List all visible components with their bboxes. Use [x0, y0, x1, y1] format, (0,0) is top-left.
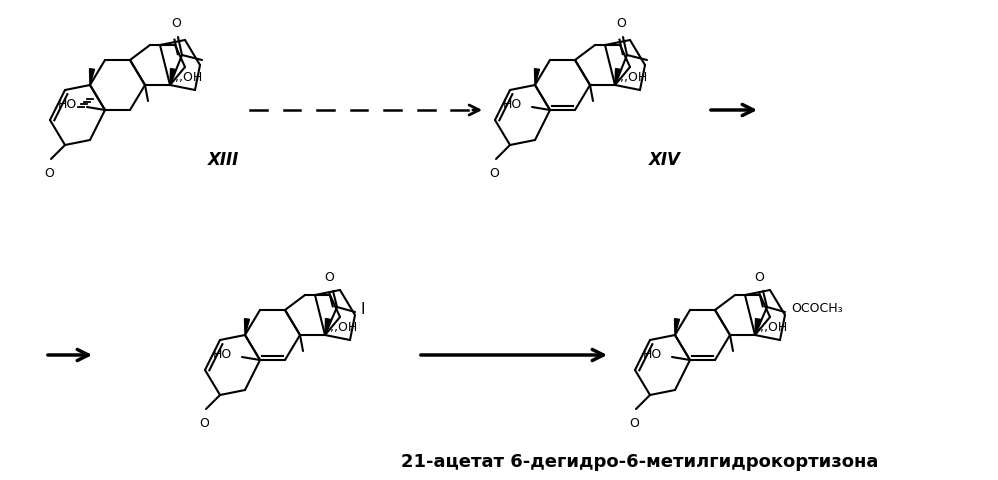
Polygon shape [615, 69, 621, 85]
Text: O: O [324, 271, 334, 284]
Polygon shape [90, 69, 95, 85]
Polygon shape [245, 319, 250, 335]
Polygon shape [535, 69, 540, 85]
Text: HO: HO [213, 348, 232, 361]
Text: ,,OH: ,,OH [620, 71, 648, 84]
Text: O: O [629, 417, 639, 430]
Text: O: O [44, 167, 54, 180]
Text: HO: HO [58, 98, 77, 111]
Text: ,,OH: ,,OH [175, 71, 203, 84]
Polygon shape [170, 69, 176, 85]
Text: ,,OH: ,,OH [330, 321, 357, 334]
Text: ,,OH: ,,OH [760, 321, 787, 334]
Text: O: O [171, 17, 181, 30]
Text: O: O [616, 17, 626, 30]
Text: XIV: XIV [649, 151, 681, 169]
Polygon shape [755, 319, 760, 335]
Text: I: I [361, 301, 365, 316]
Text: OCOCH₃: OCOCH₃ [791, 301, 842, 314]
Text: O: O [199, 417, 209, 430]
Text: O: O [754, 271, 763, 284]
Polygon shape [675, 319, 680, 335]
Text: 21-ацетат 6-дегидро-6-метилгидрокортизона: 21-ацетат 6-дегидро-6-метилгидрокортизон… [401, 453, 878, 471]
Polygon shape [325, 319, 330, 335]
Text: HO: HO [643, 348, 662, 361]
Text: XIII: XIII [208, 151, 239, 169]
Text: O: O [489, 167, 499, 180]
Text: HO: HO [503, 98, 522, 111]
